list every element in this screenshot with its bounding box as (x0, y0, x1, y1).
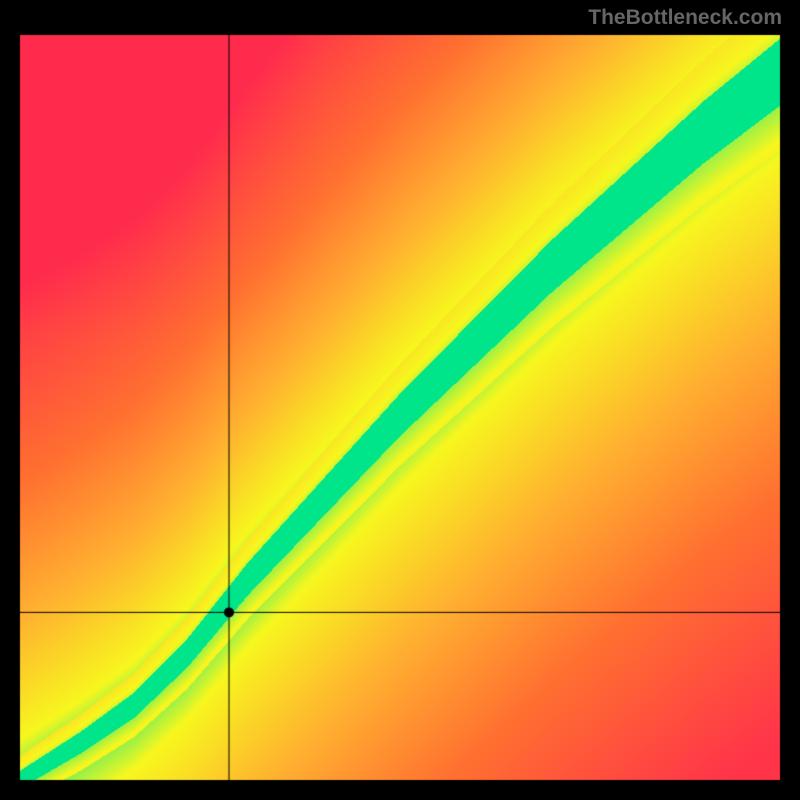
heatmap-canvas (0, 0, 800, 800)
watermark-text: TheBottleneck.com (588, 6, 782, 30)
chart-container: TheBottleneck.com (0, 0, 800, 800)
